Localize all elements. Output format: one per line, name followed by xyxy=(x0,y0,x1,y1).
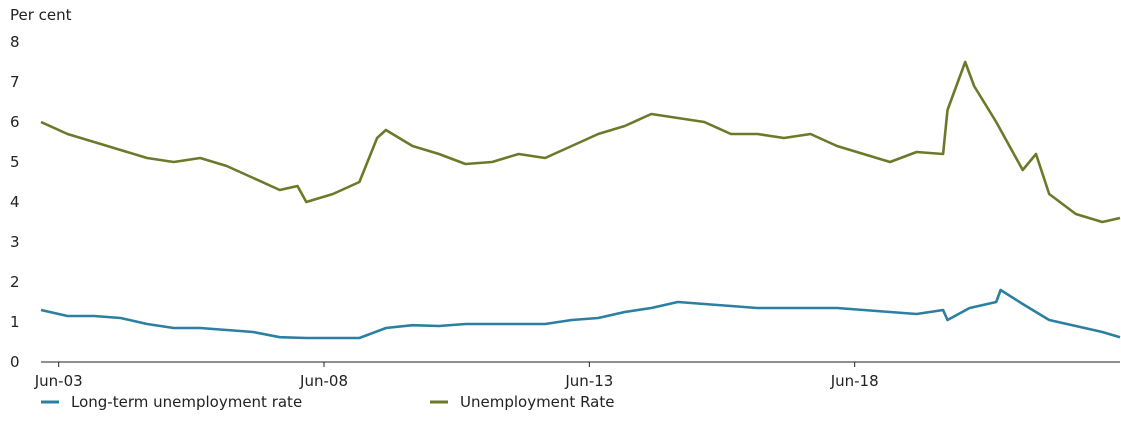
y-tick-label: 4 xyxy=(10,193,20,211)
y-tick-label: 8 xyxy=(10,33,20,51)
legend-label: Unemployment Rate xyxy=(460,393,614,411)
x-tick-label: Jun-08 xyxy=(299,372,348,390)
legend-label: Long-term unemployment rate xyxy=(71,393,302,411)
x-tick-label: Jun-18 xyxy=(830,372,879,390)
y-axis-unit-label: Per cent xyxy=(10,6,72,24)
y-tick-label: 6 xyxy=(10,113,20,131)
y-tick-label: 3 xyxy=(10,233,20,251)
series-line-long-term-unemployment-rate xyxy=(40,288,1121,340)
y-tick-label: 2 xyxy=(10,273,20,291)
y-axis-ticks: 0 1 2 3 4 5 6 7 8 xyxy=(10,33,20,371)
y-tick-label: 7 xyxy=(10,73,20,91)
x-tick-label: Jun-13 xyxy=(564,372,613,390)
series-lines xyxy=(40,60,1121,340)
legend: Long-term unemployment rate Unemployment … xyxy=(41,393,614,411)
y-tick-label: 5 xyxy=(10,153,20,171)
x-tick-label: Jun-03 xyxy=(34,372,83,390)
series-line-unemployment-rate xyxy=(40,60,1121,224)
y-tick-label: 1 xyxy=(10,313,20,331)
y-tick-label: 0 xyxy=(10,353,20,371)
x-axis-ticks: Jun-03 Jun-08 Jun-13 Jun-18 xyxy=(34,362,879,390)
